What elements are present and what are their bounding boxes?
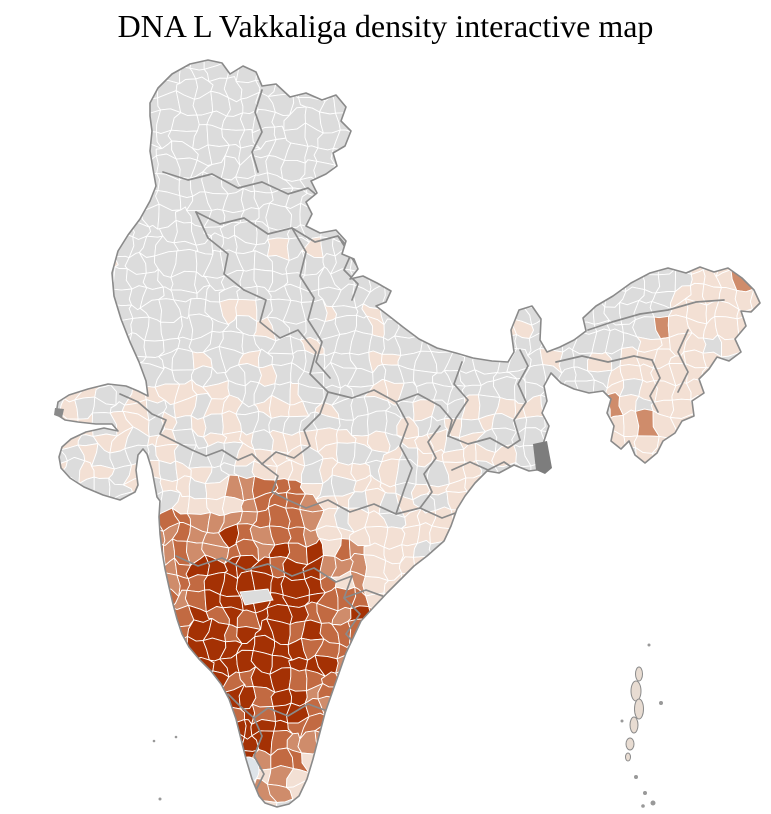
page-title: DNA L Vakkaliga density interactive map bbox=[117, 8, 654, 44]
state-border bbox=[175, 555, 353, 583]
state-border bbox=[587, 299, 725, 331]
district-cell[interactable] bbox=[93, 362, 118, 388]
district-cell[interactable] bbox=[700, 367, 721, 390]
state-border bbox=[555, 355, 653, 363]
state-border bbox=[243, 289, 329, 465]
district-cell[interactable] bbox=[738, 333, 756, 357]
district-cell[interactable] bbox=[349, 106, 369, 132]
state-border bbox=[162, 171, 319, 197]
state-border bbox=[649, 359, 661, 413]
district-cell[interactable] bbox=[236, 756, 260, 784]
island-district[interactable] bbox=[630, 680, 642, 702]
islet-dot bbox=[174, 735, 178, 739]
district-cell[interactable] bbox=[222, 719, 247, 738]
district-cell[interactable] bbox=[461, 394, 481, 421]
country-outline bbox=[55, 59, 761, 808]
district-cell[interactable] bbox=[587, 282, 607, 308]
district-cell[interactable] bbox=[590, 394, 611, 422]
district-cell[interactable] bbox=[109, 332, 133, 357]
islet-dot bbox=[152, 739, 156, 743]
island-district[interactable] bbox=[625, 752, 631, 762]
state-border bbox=[447, 361, 469, 437]
islet-dot bbox=[158, 797, 162, 801]
island-district[interactable] bbox=[635, 666, 643, 682]
district-cell[interactable] bbox=[158, 460, 179, 482]
state-border bbox=[291, 227, 331, 379]
district-cell[interactable] bbox=[239, 588, 274, 606]
district-cell[interactable] bbox=[189, 670, 214, 693]
islet-dot bbox=[647, 643, 651, 647]
state-border bbox=[677, 329, 689, 393]
district-cell[interactable] bbox=[619, 364, 644, 381]
islet-dot bbox=[634, 775, 638, 779]
state-border bbox=[395, 401, 413, 515]
state-border bbox=[419, 425, 441, 509]
island-district[interactable] bbox=[629, 716, 639, 734]
district-cell[interactable] bbox=[300, 298, 328, 323]
district-cell[interactable] bbox=[751, 308, 770, 323]
district-cell[interactable] bbox=[107, 288, 133, 307]
islet-dot bbox=[641, 804, 645, 808]
kutch-tip-patch bbox=[54, 408, 64, 418]
district-cell[interactable] bbox=[336, 442, 356, 466]
island-district[interactable] bbox=[634, 698, 644, 720]
state-border bbox=[251, 89, 263, 173]
state-border bbox=[327, 389, 453, 437]
district-cell[interactable] bbox=[189, 47, 205, 71]
state-border bbox=[119, 393, 263, 465]
state-border bbox=[253, 717, 265, 791]
islet-dot bbox=[659, 701, 663, 705]
district-cell[interactable] bbox=[492, 318, 518, 338]
district-cell[interactable] bbox=[690, 413, 710, 438]
district-cell[interactable] bbox=[139, 561, 166, 581]
district-cell[interactable] bbox=[462, 336, 481, 358]
state-border bbox=[447, 435, 521, 449]
islands-group bbox=[152, 643, 663, 808]
island-district[interactable] bbox=[625, 737, 635, 751]
sundarbans-patch bbox=[533, 441, 552, 474]
district-cell[interactable] bbox=[288, 667, 308, 692]
district-cell[interactable] bbox=[736, 315, 756, 340]
islet-dot bbox=[643, 791, 647, 795]
district-cell[interactable] bbox=[413, 555, 436, 582]
state-border bbox=[451, 461, 517, 471]
district-cell[interactable] bbox=[576, 298, 595, 325]
district-cell[interactable] bbox=[397, 572, 420, 598]
islet-dot bbox=[650, 800, 656, 806]
state-border bbox=[195, 211, 358, 267]
state-border bbox=[195, 211, 245, 291]
district-cell[interactable] bbox=[349, 122, 373, 149]
district-cell[interactable] bbox=[590, 417, 611, 432]
district-cell[interactable] bbox=[603, 267, 627, 292]
district-cell[interactable] bbox=[480, 474, 497, 496]
district-cell[interactable] bbox=[79, 363, 101, 388]
islet-dot bbox=[620, 719, 624, 723]
state-border bbox=[513, 349, 529, 441]
district-cell[interactable] bbox=[130, 491, 149, 512]
state-border bbox=[261, 463, 473, 521]
district-cell[interactable] bbox=[299, 202, 321, 228]
district-cell[interactable] bbox=[734, 352, 756, 372]
state-border bbox=[349, 659, 425, 703]
